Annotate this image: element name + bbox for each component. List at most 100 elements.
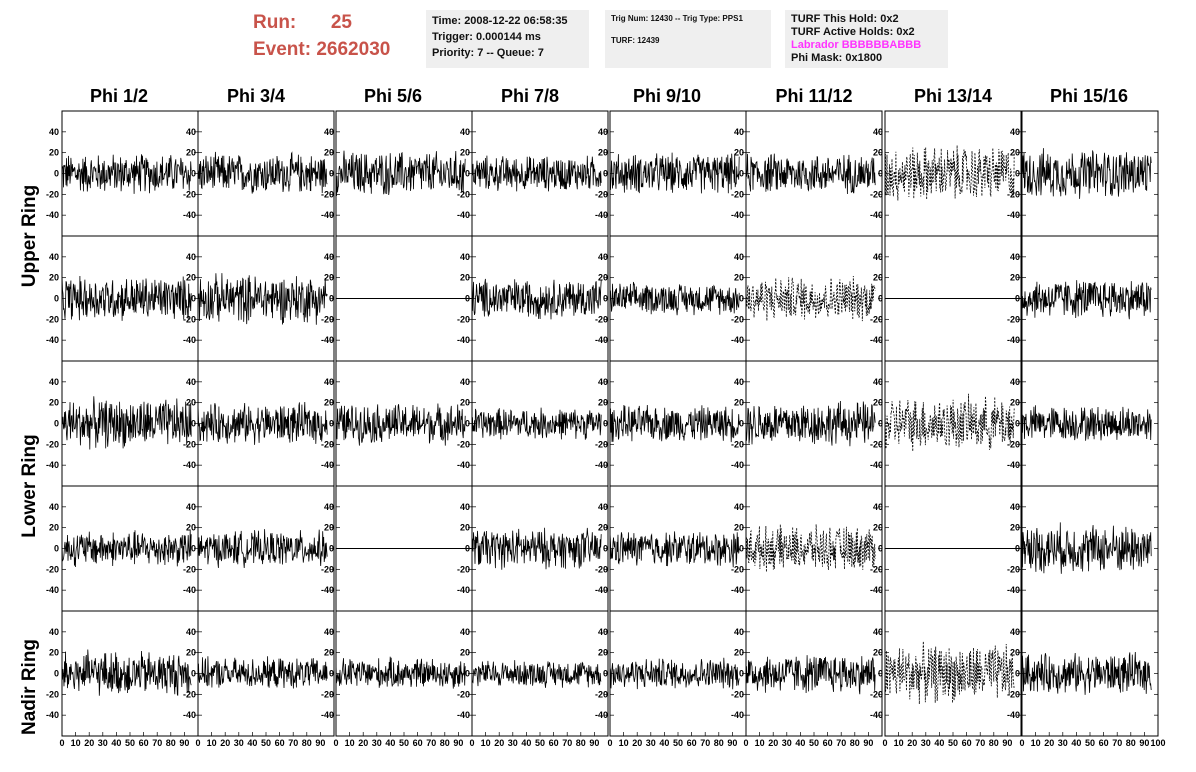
waveform-trace bbox=[197, 401, 328, 445]
y-tick-label: 20 bbox=[734, 148, 744, 158]
x-tick-label: 20 bbox=[220, 738, 230, 748]
y-tick-label: -40 bbox=[321, 210, 334, 220]
x-tick-label: 30 bbox=[1058, 738, 1068, 748]
x-tick-label: 0 bbox=[59, 738, 64, 748]
y-tick-label: 0 bbox=[603, 294, 608, 304]
y-tick-label: 0 bbox=[191, 544, 196, 554]
y-tick-label: -40 bbox=[595, 585, 608, 595]
y-tick-label: 20 bbox=[873, 523, 883, 533]
waveform-trace bbox=[609, 531, 740, 568]
y-tick-label: 0 bbox=[878, 419, 883, 429]
x-tick-label: 80 bbox=[166, 738, 176, 748]
y-tick-label: 0 bbox=[878, 294, 883, 304]
y-tick-label: 0 bbox=[465, 169, 470, 179]
waveform-trace bbox=[1021, 280, 1152, 320]
y-tick-label: 40 bbox=[873, 127, 883, 137]
y-tick-label: -20 bbox=[731, 439, 744, 449]
panel-frame bbox=[335, 110, 473, 237]
y-tick-label: -20 bbox=[870, 564, 883, 574]
x-tick-label: 90 bbox=[727, 738, 737, 748]
y-tick-label: 40 bbox=[873, 377, 883, 387]
x-tick-label: 80 bbox=[850, 738, 860, 748]
y-tick-label: -20 bbox=[595, 689, 608, 699]
y-tick-label: -40 bbox=[321, 585, 334, 595]
y-tick-label: 20 bbox=[1010, 523, 1020, 533]
y-tick-label: 20 bbox=[1010, 398, 1020, 408]
waveform-trace bbox=[1021, 651, 1152, 695]
y-tick-label: 40 bbox=[49, 502, 59, 512]
y-tick-label: -40 bbox=[457, 335, 470, 345]
x-tick-label: 80 bbox=[714, 738, 724, 748]
y-tick-label: 40 bbox=[460, 377, 470, 387]
panel-frame bbox=[471, 235, 609, 362]
y-tick-label: 0 bbox=[329, 419, 334, 429]
y-tick-label: 40 bbox=[734, 377, 744, 387]
y-tick-label: 40 bbox=[873, 627, 883, 637]
y-tick-label: -20 bbox=[46, 189, 59, 199]
event-label: Event: 2662030 bbox=[253, 37, 390, 62]
y-tick-label: 40 bbox=[49, 377, 59, 387]
waveform-trace bbox=[335, 150, 466, 197]
col-title-phi-5-6: Phi 5/6 bbox=[363, 86, 423, 106]
y-tick-label: 20 bbox=[324, 648, 334, 658]
y-tick-label: -40 bbox=[731, 585, 744, 595]
y-tick-label: -40 bbox=[183, 460, 196, 470]
y-tick-label: 40 bbox=[186, 502, 196, 512]
x-tick-label: 50 bbox=[125, 738, 135, 748]
y-tick-label: 20 bbox=[324, 398, 334, 408]
y-tick-label: 40 bbox=[324, 502, 334, 512]
trig-box: Trig Num: 12430 -- Trig Type: PPS1 TURF:… bbox=[605, 10, 771, 68]
y-tick-label: 20 bbox=[186, 273, 196, 283]
y-tick-label: 20 bbox=[598, 273, 608, 283]
phi-mask: Phi Mask: 0x1800 bbox=[791, 52, 883, 64]
y-tick-label: 20 bbox=[873, 148, 883, 158]
y-tick-label: 0 bbox=[739, 419, 744, 429]
waveform-trace bbox=[61, 274, 192, 321]
y-tick-label: 20 bbox=[49, 273, 59, 283]
waveform-trace bbox=[745, 400, 876, 447]
y-tick-label: 20 bbox=[324, 148, 334, 158]
x-tick-label: 40 bbox=[795, 738, 805, 748]
x-tick-label: 90 bbox=[315, 738, 325, 748]
y-tick-label: 20 bbox=[460, 523, 470, 533]
y-tick-label: 20 bbox=[1010, 148, 1020, 158]
col-title-phi-15-16: Phi 15/16 bbox=[1049, 86, 1129, 106]
y-tick-label: -20 bbox=[183, 439, 196, 449]
x-tick-label: 90 bbox=[1002, 738, 1012, 748]
y-tick-label: 40 bbox=[734, 502, 744, 512]
y-tick-label: -40 bbox=[321, 335, 334, 345]
y-tick-label: -20 bbox=[457, 439, 470, 449]
y-tick-label: -40 bbox=[183, 585, 196, 595]
x-tick-label: 20 bbox=[494, 738, 504, 748]
y-tick-label: 0 bbox=[329, 544, 334, 554]
y-tick-label: -20 bbox=[870, 439, 883, 449]
y-tick-label: 40 bbox=[598, 502, 608, 512]
x-tick-label: 0 bbox=[333, 738, 338, 748]
y-tick-label: -20 bbox=[731, 689, 744, 699]
waveform-trace bbox=[1021, 522, 1152, 574]
x-tick-label: 0 bbox=[1019, 738, 1024, 748]
waveform-trace bbox=[197, 151, 328, 194]
x-tick-label: 20 bbox=[632, 738, 642, 748]
y-tick-label: -40 bbox=[870, 210, 883, 220]
y-tick-label: -20 bbox=[595, 564, 608, 574]
waveform-trace bbox=[609, 657, 740, 690]
waveform-trace bbox=[745, 153, 876, 195]
y-tick-label: 0 bbox=[1015, 169, 1020, 179]
y-tick-label: 40 bbox=[598, 127, 608, 137]
x-tick-label: 60 bbox=[962, 738, 972, 748]
time-line: Time: 2008-12-22 06:58:35 bbox=[432, 15, 568, 27]
x-tick-label: 40 bbox=[1071, 738, 1081, 748]
x-tick-label: 10 bbox=[481, 738, 491, 748]
y-tick-label: 0 bbox=[878, 544, 883, 554]
y-tick-label: -40 bbox=[46, 585, 59, 595]
y-tick-label: 40 bbox=[460, 127, 470, 137]
x-tick-label: 50 bbox=[535, 738, 545, 748]
x-tick-label: 20 bbox=[768, 738, 778, 748]
y-tick-label: -40 bbox=[870, 710, 883, 720]
y-tick-label: 20 bbox=[186, 148, 196, 158]
x-tick-label: 80 bbox=[989, 738, 999, 748]
y-tick-label: -40 bbox=[457, 585, 470, 595]
y-tick-label: 20 bbox=[598, 398, 608, 408]
x-tick-label: 50 bbox=[1085, 738, 1095, 748]
